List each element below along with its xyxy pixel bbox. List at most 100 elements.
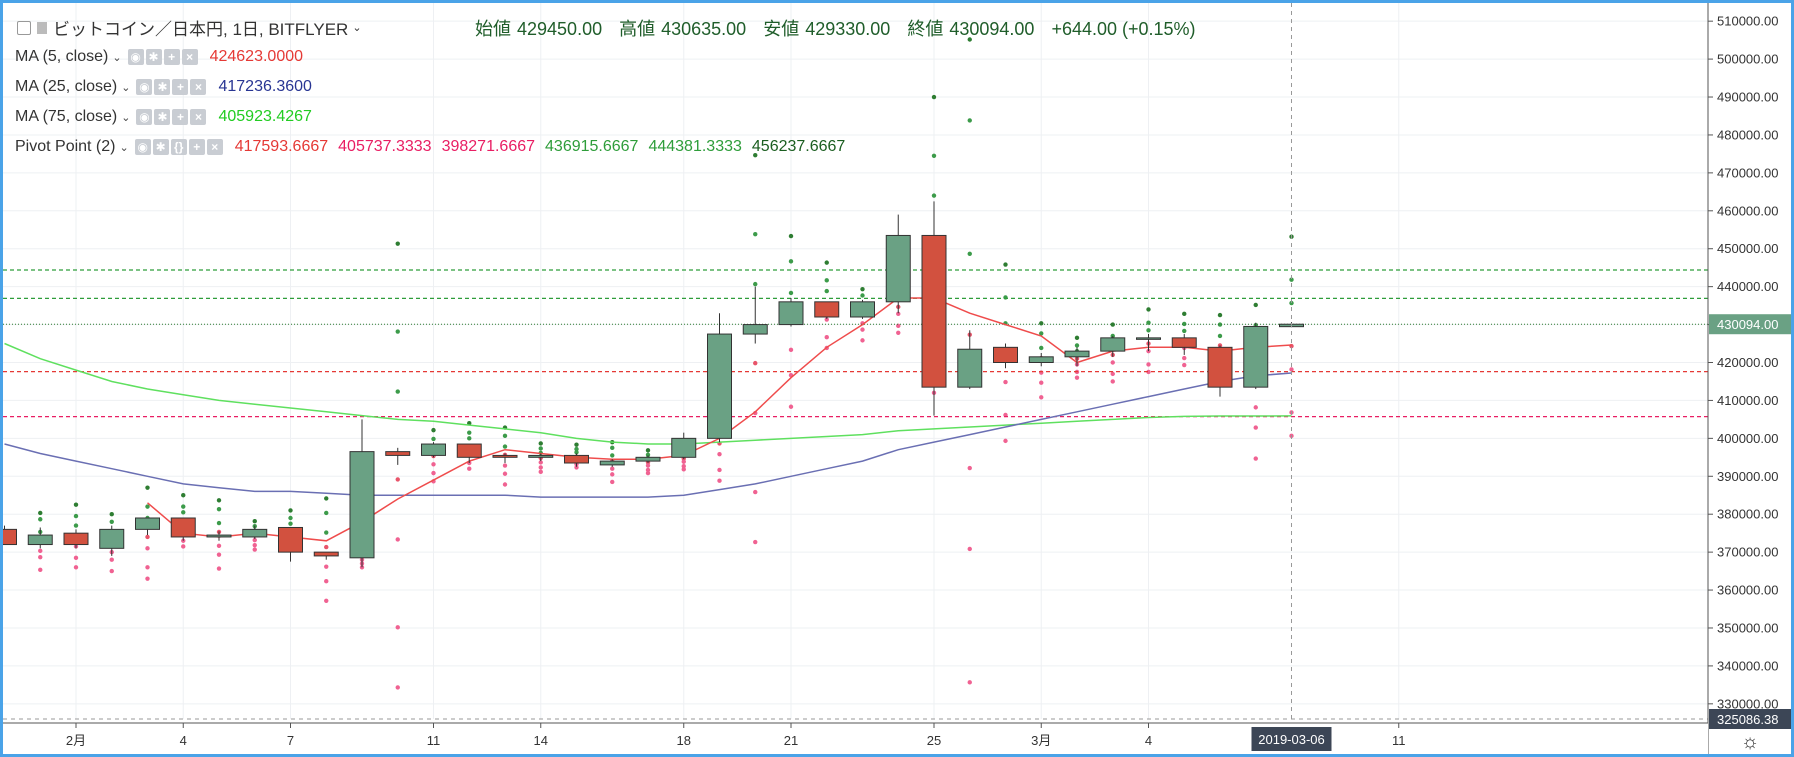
- chevron-down-icon[interactable]: ⌄: [121, 81, 131, 94]
- pivot-support-dot: [824, 335, 829, 340]
- candle: [27, 527, 53, 549]
- symbol-label[interactable]: ビットコイン／日本円, 1日, BITFLYER: [53, 20, 349, 39]
- current-price-label: 430094.00: [1717, 317, 1778, 332]
- pivot-support-dot: [324, 579, 329, 584]
- indicator-name[interactable]: MA (75, close): [15, 108, 118, 125]
- indicator-value: 405737.3333: [338, 138, 432, 155]
- price-tick-label: 330000.00: [1717, 696, 1778, 711]
- pivot-support-dot: [502, 482, 508, 487]
- candle-body: [921, 234, 947, 388]
- pivot-resistance-dot: [181, 510, 186, 515]
- pivot-resistance-dot: [645, 452, 651, 457]
- candle-body: [564, 454, 589, 464]
- indicator-name[interactable]: MA (5, close): [15, 48, 109, 65]
- settings-gear-icon[interactable]: ☼: [1741, 731, 1759, 753]
- pivot-support-dot: [681, 459, 686, 464]
- pivot-support-dot: [1110, 379, 1115, 384]
- pivot-resistance-dot: [1003, 262, 1008, 267]
- pivot-resistance-dot: [431, 436, 436, 442]
- close-icon[interactable]: ×: [206, 139, 223, 155]
- eye-icon[interactable]: ◉: [136, 109, 153, 125]
- pivot-support-dot: [395, 477, 400, 482]
- candle: [599, 459, 625, 467]
- pivot-support-dot: [538, 469, 543, 475]
- indicator-legend[interactable]: MA (25, close) ⌄ ◉ ✱ + × 417236.3600: [15, 78, 312, 96]
- pivot-resistance-dot: [73, 502, 79, 507]
- pivot-resistance-dot: [610, 445, 615, 451]
- chevron-down-icon[interactable]: ⌄: [119, 141, 129, 154]
- pivot-resistance-dot: [753, 152, 758, 158]
- gear-icon[interactable]: ✱: [154, 79, 171, 95]
- gear-icon[interactable]: ✱: [145, 49, 162, 65]
- pivot-support-dot: [645, 467, 651, 473]
- pivot-resistance-dot: [145, 485, 150, 490]
- price-tick-label: 370000.00: [1717, 545, 1778, 560]
- pivot-support-dot: [681, 467, 686, 472]
- pivot-support-dot: [788, 347, 794, 353]
- pivot-support-dot: [145, 534, 150, 540]
- candle-body: [1171, 337, 1197, 348]
- eye-icon[interactable]: ◉: [136, 79, 153, 95]
- indicator-legend[interactable]: MA (5, close) ⌄ ◉ ✱ + × 424623.0000: [15, 48, 303, 66]
- pivot-resistance-dot: [824, 288, 829, 294]
- pivot-resistance-dot: [1253, 302, 1258, 308]
- source-icon[interactable]: {}: [170, 139, 187, 155]
- indicator-legend[interactable]: MA (75, close) ⌄ ◉ ✱ + × 405923.4267: [15, 108, 312, 126]
- gear-icon[interactable]: ✱: [152, 139, 169, 155]
- pivot-support-dot: [967, 680, 972, 685]
- pivot-resistance-dot: [467, 430, 472, 435]
- date-tick-label: 4: [180, 733, 187, 748]
- price-axis-background: [1708, 3, 1791, 754]
- pivot-resistance-dot: [109, 519, 114, 524]
- collapse-icon[interactable]: [17, 20, 31, 35]
- pivot-support-dot: [1110, 360, 1115, 365]
- pivot-resistance-dot: [38, 510, 43, 516]
- flag-icon[interactable]: [37, 21, 47, 34]
- plus-icon[interactable]: +: [172, 109, 189, 125]
- indicator-legend[interactable]: Pivot Point (2) ⌄ ◉ ✱{} + × 417593.6667 405737.…: [15, 138, 845, 156]
- eye-icon[interactable]: ◉: [134, 139, 151, 155]
- pivot-support-dot: [788, 404, 794, 409]
- candle-body: [599, 460, 625, 466]
- pivot-support-dot: [38, 567, 43, 573]
- chevron-down-icon[interactable]: ⌄: [121, 111, 131, 124]
- pivot-support-dot: [681, 463, 686, 469]
- pivot-support-dot: [1253, 456, 1258, 461]
- close-icon[interactable]: ×: [190, 79, 207, 95]
- chart-canvas[interactable]: 510000.00 500000.00 490000.00 480000.00 4700…: [3, 3, 1791, 754]
- price-tick-label: 420000.00: [1717, 355, 1778, 370]
- date-tick-label: 11: [1392, 733, 1406, 748]
- pivot-resistance-dot: [216, 498, 222, 503]
- pivot-resistance-dot: [38, 517, 43, 522]
- pivot-resistance-dot: [324, 510, 329, 516]
- plus-icon[interactable]: +: [163, 49, 180, 65]
- chevron-down-icon[interactable]: ⌄: [352, 22, 362, 34]
- pivot-resistance-dot: [645, 448, 651, 453]
- candle: [1171, 334, 1197, 355]
- plus-icon[interactable]: +: [172, 79, 189, 95]
- date-tick-label: 7: [287, 733, 294, 748]
- plus-icon[interactable]: +: [188, 139, 205, 155]
- pivot-support-dot: [324, 564, 329, 569]
- pivot-support-dot: [1039, 380, 1044, 385]
- pivot-resistance-dot: [395, 389, 400, 394]
- pivot-resistance-dot: [574, 442, 579, 447]
- gear-icon[interactable]: ✱: [154, 109, 171, 125]
- pivot-support-dot: [860, 327, 865, 332]
- candle: [170, 517, 196, 541]
- pivot-support-dot: [538, 465, 543, 470]
- pivot-support-dot: [967, 465, 972, 471]
- close-icon[interactable]: ×: [190, 109, 207, 125]
- pivot-resistance-dot: [1146, 307, 1151, 312]
- candle-body: [957, 348, 983, 388]
- close-icon[interactable]: ×: [181, 49, 198, 65]
- pivot-resistance-dot: [824, 260, 829, 265]
- price-tick-label: 410000.00: [1717, 393, 1778, 408]
- indicator-name[interactable]: MA (25, close): [15, 78, 118, 95]
- price-tick-label: 500000.00: [1717, 52, 1778, 67]
- pivot-resistance-dot: [1217, 333, 1223, 339]
- chevron-down-icon[interactable]: ⌄: [112, 51, 122, 64]
- eye-icon[interactable]: ◉: [127, 49, 144, 65]
- indicator-name[interactable]: Pivot Point (2): [15, 138, 116, 155]
